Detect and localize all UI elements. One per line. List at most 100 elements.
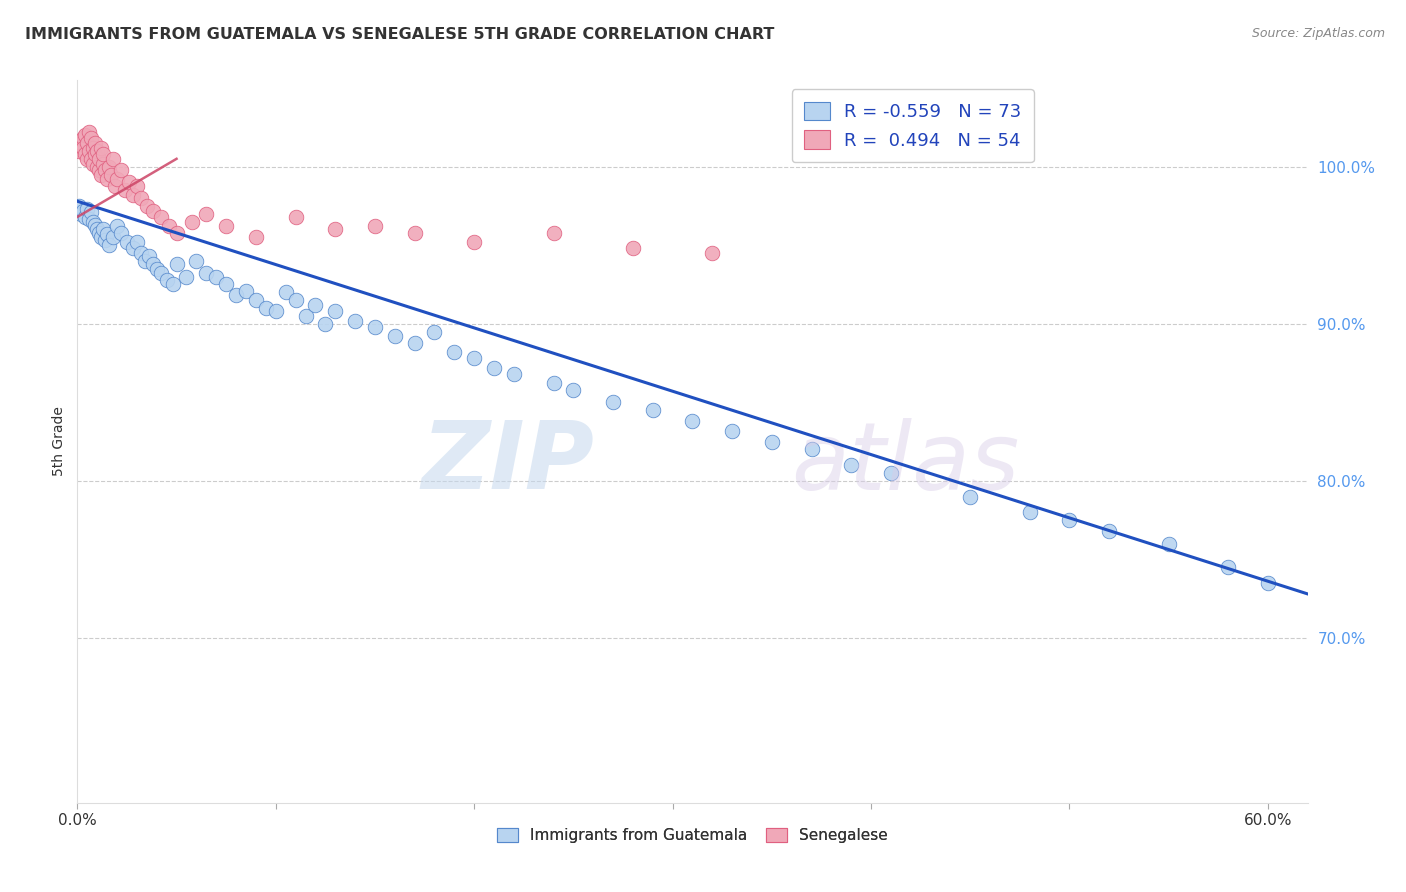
Point — [76, 152, 98, 166]
Point — [839, 458, 862, 472]
Point — [101, 230, 124, 244]
Point — [90, 168, 112, 182]
Point — [70, 136, 93, 150]
Point — [215, 219, 238, 234]
Point — [100, 168, 122, 182]
Point — [959, 490, 981, 504]
Point — [641, 403, 664, 417]
Y-axis label: 5th Grade: 5th Grade — [52, 407, 66, 476]
Point — [72, 131, 94, 145]
Point — [166, 257, 188, 271]
Point — [110, 226, 132, 240]
Text: Source: ZipAtlas.com: Source: ZipAtlas.com — [1251, 27, 1385, 40]
Point — [323, 222, 346, 236]
Point — [110, 162, 132, 177]
Point — [77, 125, 100, 139]
Point — [94, 234, 117, 248]
Point — [114, 183, 136, 197]
Point — [1059, 513, 1081, 527]
Point — [1257, 575, 1279, 590]
Point — [96, 227, 118, 242]
Point — [384, 329, 406, 343]
Point — [72, 141, 94, 155]
Point — [76, 202, 98, 216]
Point — [344, 313, 367, 327]
Point — [94, 162, 117, 177]
Point — [323, 304, 346, 318]
Point — [702, 246, 724, 260]
Point — [129, 246, 152, 260]
Point — [314, 317, 336, 331]
Point — [880, 466, 903, 480]
Point — [82, 156, 104, 170]
Point — [264, 304, 287, 318]
Point — [186, 253, 208, 268]
Point — [98, 160, 121, 174]
Point — [77, 144, 100, 158]
Point — [90, 141, 112, 155]
Point — [443, 345, 465, 359]
Point — [80, 152, 103, 166]
Point — [162, 277, 184, 292]
Point — [90, 230, 112, 244]
Point — [125, 178, 148, 193]
Point — [284, 210, 307, 224]
Point — [149, 267, 172, 281]
Point — [86, 160, 108, 174]
Point — [122, 241, 145, 255]
Point — [149, 210, 172, 224]
Point — [80, 131, 103, 145]
Point — [84, 218, 107, 232]
Point — [84, 136, 107, 150]
Point — [104, 178, 127, 193]
Point — [1157, 536, 1180, 550]
Point — [543, 376, 565, 391]
Point — [82, 141, 104, 155]
Point — [482, 360, 505, 375]
Point — [115, 235, 138, 249]
Point — [304, 298, 326, 312]
Point — [142, 257, 165, 271]
Point — [118, 175, 141, 189]
Point — [70, 207, 93, 221]
Point — [166, 226, 188, 240]
Point — [404, 335, 426, 350]
Point — [602, 395, 624, 409]
Point — [105, 172, 128, 186]
Point — [80, 205, 103, 219]
Point — [89, 226, 111, 240]
Point — [86, 222, 108, 236]
Point — [138, 249, 160, 263]
Point — [135, 199, 157, 213]
Point — [682, 414, 704, 428]
Point — [67, 144, 90, 158]
Point — [86, 144, 108, 158]
Point — [294, 309, 316, 323]
Point — [225, 288, 247, 302]
Point — [761, 434, 783, 449]
Point — [96, 172, 118, 186]
Point — [721, 424, 744, 438]
Point — [75, 147, 97, 161]
Point — [72, 203, 94, 218]
Point — [122, 188, 145, 202]
Point — [1018, 505, 1040, 519]
Point — [1098, 524, 1121, 538]
Point — [502, 367, 524, 381]
Point — [91, 222, 114, 236]
Point — [98, 238, 121, 252]
Point — [254, 301, 277, 315]
Point — [364, 219, 387, 234]
Point — [105, 219, 128, 234]
Point — [621, 241, 644, 255]
Point — [463, 351, 485, 366]
Point — [463, 235, 485, 249]
Point — [195, 207, 218, 221]
Point — [82, 214, 104, 228]
Point — [145, 261, 167, 276]
Point — [75, 210, 97, 224]
Point — [364, 319, 387, 334]
Point — [77, 211, 100, 226]
Text: atlas: atlas — [792, 417, 1019, 508]
Text: IMMIGRANTS FROM GUATEMALA VS SENEGALESE 5TH GRADE CORRELATION CHART: IMMIGRANTS FROM GUATEMALA VS SENEGALESE … — [25, 27, 775, 42]
